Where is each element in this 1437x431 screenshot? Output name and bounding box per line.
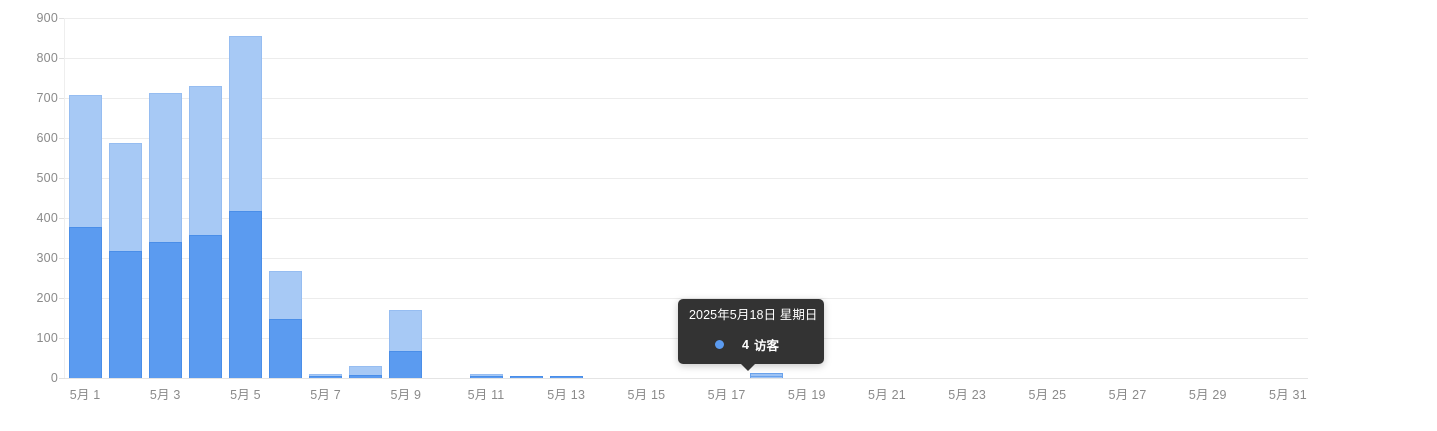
y-tick-label-600: 600 xyxy=(36,131,58,145)
y-tick-label-200: 200 xyxy=(36,291,58,305)
y-tick-mark-100 xyxy=(59,338,65,339)
x-tick-label-5月15: 5月 15 xyxy=(627,388,666,402)
gridline-500 xyxy=(65,178,1308,179)
x-tick-label-5月9: 5月 9 xyxy=(390,388,422,402)
bar-5月6[interactable] xyxy=(269,270,303,378)
bar-segment-upper xyxy=(309,374,343,376)
y-tick-mark-500 xyxy=(59,178,65,179)
bar-segment-lower xyxy=(349,374,383,378)
bar-5月8[interactable] xyxy=(349,365,383,378)
bar-segment-upper xyxy=(269,270,303,319)
x-tick-label-5月5: 5月 5 xyxy=(230,388,261,402)
tooltip-value: 4 xyxy=(742,337,749,352)
chart-tooltip: 2025年5月18日 星期日 4 访客 xyxy=(678,299,824,371)
gridline-200 xyxy=(65,298,1308,299)
gridline-700 xyxy=(65,98,1308,99)
bar-segment-lower xyxy=(750,376,784,378)
x-tick-label-5月7: 5月 7 xyxy=(310,388,341,402)
bar-segment-upper xyxy=(750,372,784,376)
y-tick-mark-200 xyxy=(59,298,65,299)
tooltip-series-row: 4 访客 xyxy=(689,335,813,354)
bar-5月12[interactable] xyxy=(509,376,543,378)
gridline-400 xyxy=(65,218,1308,219)
bar-5月1[interactable] xyxy=(68,94,102,378)
bar-segment-upper xyxy=(349,365,383,375)
y-tick-label-0: 0 xyxy=(50,371,58,385)
bar-5月5[interactable] xyxy=(228,36,262,378)
y-axis-spine xyxy=(64,18,65,378)
bar-segment-lower xyxy=(188,235,222,378)
bar-segment-upper xyxy=(188,86,222,236)
x-tick-label-5月31: 5月 31 xyxy=(1269,388,1307,402)
bar-5月18[interactable] xyxy=(750,372,784,378)
bar-segment-lower xyxy=(309,376,343,378)
bar-segment-upper xyxy=(68,94,102,228)
bar-5月7[interactable] xyxy=(309,374,343,378)
y-tick-label-300: 300 xyxy=(36,251,58,265)
x-tick-label-5月25: 5月 25 xyxy=(1028,388,1067,402)
y-tick-label-500: 500 xyxy=(36,171,58,185)
bar-5月11[interactable] xyxy=(469,374,503,378)
x-tick-label-5月21: 5月 21 xyxy=(868,388,906,402)
bar-segment-lower xyxy=(389,350,423,378)
bar-5月4[interactable] xyxy=(188,86,222,378)
y-tick-mark-0 xyxy=(59,378,65,379)
x-tick-label-5月13: 5月 13 xyxy=(547,388,586,402)
bar-segment-upper xyxy=(228,36,262,211)
y-tick-mark-900 xyxy=(59,18,65,19)
bar-5月3[interactable] xyxy=(148,93,182,378)
gridline-900 xyxy=(65,18,1308,19)
bar-segment-lower xyxy=(228,210,262,378)
x-tick-label-5月1: 5月 1 xyxy=(69,388,101,402)
bar-segment-lower xyxy=(549,376,583,378)
y-tick-mark-400 xyxy=(59,218,65,219)
x-tick-label-5月27: 5月 27 xyxy=(1108,388,1147,402)
gridline-0 xyxy=(65,378,1308,379)
bar-segment-lower xyxy=(509,376,543,378)
y-tick-label-900: 900 xyxy=(36,11,58,25)
x-tick-label-5月17: 5月 17 xyxy=(707,388,746,402)
x-tick-label-5月29: 5月 29 xyxy=(1188,388,1227,402)
bar-segment-lower xyxy=(148,242,182,378)
y-tick-label-100: 100 xyxy=(36,331,58,345)
bar-segment-lower xyxy=(108,250,142,378)
y-tick-mark-600 xyxy=(59,138,65,139)
bar-segment-upper xyxy=(148,93,182,242)
bar-5月9[interactable] xyxy=(389,310,423,378)
tooltip-marker-dot xyxy=(715,340,724,349)
x-tick-label-5月3: 5月 3 xyxy=(149,388,181,402)
tooltip-series-label: 访客 xyxy=(753,339,779,353)
x-tick-label-5月23: 5月 23 xyxy=(948,388,987,402)
bar-segment-upper xyxy=(108,142,142,251)
x-tick-label-5月11: 5月 11 xyxy=(467,388,505,402)
bar-segment-upper xyxy=(469,374,503,376)
tooltip-arrow xyxy=(740,363,756,371)
gridline-300 xyxy=(65,258,1308,259)
y-tick-label-400: 400 xyxy=(36,211,58,225)
bar-segment-upper xyxy=(389,310,423,351)
bar-segment-lower xyxy=(68,227,102,378)
y-tick-mark-700 xyxy=(59,98,65,99)
y-tick-mark-800 xyxy=(59,58,65,59)
bar-5月2[interactable] xyxy=(108,142,142,378)
gridline-800 xyxy=(65,58,1308,59)
gridline-600 xyxy=(65,138,1308,139)
bar-segment-lower xyxy=(469,376,503,378)
y-tick-mark-300 xyxy=(59,258,65,259)
y-tick-label-700: 700 xyxy=(36,91,58,105)
tooltip-title: 2025年5月18日 星期日 xyxy=(689,308,818,322)
y-tick-label-800: 800 xyxy=(36,51,58,65)
bar-segment-lower xyxy=(269,318,303,378)
x-tick-label-5月19: 5月 19 xyxy=(787,388,826,402)
bar-5月13[interactable] xyxy=(549,376,583,378)
